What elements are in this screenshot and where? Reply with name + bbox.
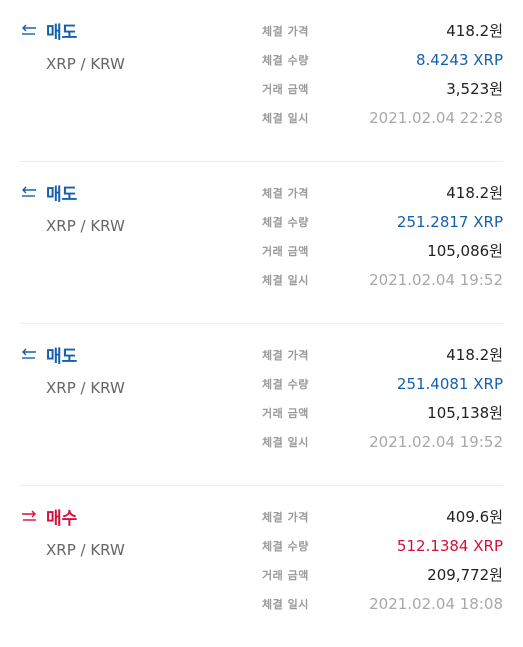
amount-value: 105,138원 bbox=[427, 404, 503, 422]
quantity-label: 체결 수량 bbox=[262, 215, 309, 229]
trade-summary: 매수 XRP / KRW bbox=[20, 504, 125, 559]
price-value: 418.2원 bbox=[446, 184, 503, 202]
amount-value: 105,086원 bbox=[427, 242, 503, 260]
swap-right-arrow-icon bbox=[22, 510, 36, 521]
quantity-value: 512.1384 XRP bbox=[396, 536, 503, 555]
trade-details: 체결 가격 418.2원 체결 수량 251.2817 XRP 거래 금액 10… bbox=[262, 178, 503, 294]
quantity-label: 체결 수량 bbox=[262, 539, 309, 553]
trade-item[interactable]: 매도 XRP / KRW 체결 가격 418.2원 체결 수량 251.2817… bbox=[20, 162, 503, 324]
time-row: 체결 일시 2021.02.04 18:08 bbox=[262, 589, 503, 618]
amount-label: 거래 금액 bbox=[262, 406, 309, 420]
swap-left-arrow-icon bbox=[22, 186, 36, 197]
trade-item[interactable]: 매수 XRP / KRW 체결 가격 409.6원 체결 수량 512.1384… bbox=[20, 486, 503, 647]
trade-summary: 매도 XRP / KRW bbox=[20, 180, 125, 235]
quantity-row: 체결 수량 251.4081 XRP bbox=[262, 369, 503, 398]
amount-row: 거래 금액 3,523원 bbox=[262, 74, 503, 103]
time-label: 체결 일시 bbox=[262, 435, 309, 449]
trade-side: 매수 bbox=[46, 509, 78, 529]
trade-details: 체결 가격 418.2원 체결 수량 251.4081 XRP 거래 금액 10… bbox=[262, 340, 503, 456]
time-value: 2021.02.04 19:52 bbox=[369, 432, 503, 451]
quantity-row: 체결 수량 8.4243 XRP bbox=[262, 45, 503, 74]
time-label: 체결 일시 bbox=[262, 273, 309, 287]
price-row: 체결 가격 409.6원 bbox=[262, 502, 503, 531]
trade-item[interactable]: 매도 XRP / KRW 체결 가격 418.2원 체결 수량 251.4081… bbox=[20, 324, 503, 486]
price-label: 체결 가격 bbox=[262, 510, 309, 524]
price-label: 체결 가격 bbox=[262, 348, 309, 362]
price-label: 체결 가격 bbox=[262, 186, 309, 200]
trade-item[interactable]: 매도 XRP / KRW 체결 가격 418.2원 체결 수량 8.4243 X… bbox=[20, 0, 503, 162]
quantity-value: 8.4243 XRP bbox=[416, 50, 503, 69]
quantity-label: 체결 수량 bbox=[262, 377, 309, 391]
quantity-label: 체결 수량 bbox=[262, 53, 309, 67]
price-label: 체결 가격 bbox=[262, 24, 309, 38]
quantity-row: 체결 수량 251.2817 XRP bbox=[262, 207, 503, 236]
trade-summary: 매도 XRP / KRW bbox=[20, 342, 125, 397]
amount-row: 거래 금액 105,086원 bbox=[262, 236, 503, 265]
amount-row: 거래 금액 209,772원 bbox=[262, 560, 503, 589]
price-value: 418.2원 bbox=[446, 346, 503, 364]
price-value: 418.2원 bbox=[446, 22, 503, 40]
price-row: 체결 가격 418.2원 bbox=[262, 16, 503, 45]
swap-left-arrow-icon bbox=[22, 24, 36, 35]
trade-pair: XRP / KRW bbox=[46, 379, 125, 397]
amount-value: 3,523원 bbox=[446, 80, 503, 98]
amount-label: 거래 금액 bbox=[262, 568, 309, 582]
time-label: 체결 일시 bbox=[262, 111, 309, 125]
price-value: 409.6원 bbox=[446, 508, 503, 526]
trade-details: 체결 가격 409.6원 체결 수량 512.1384 XRP 거래 금액 20… bbox=[262, 502, 503, 618]
time-row: 체결 일시 2021.02.04 22:28 bbox=[262, 103, 503, 132]
time-value: 2021.02.04 19:52 bbox=[369, 270, 503, 289]
time-row: 체결 일시 2021.02.04 19:52 bbox=[262, 427, 503, 456]
quantity-value: 251.2817 XRP bbox=[396, 212, 503, 231]
swap-left-arrow-icon bbox=[22, 348, 36, 359]
amount-label: 거래 금액 bbox=[262, 82, 309, 96]
trade-side: 매도 bbox=[46, 185, 78, 205]
trade-pair: XRP / KRW bbox=[46, 55, 125, 73]
trade-pair: XRP / KRW bbox=[46, 217, 125, 235]
amount-value: 209,772원 bbox=[427, 566, 503, 584]
trade-side: 매도 bbox=[46, 347, 78, 367]
price-row: 체결 가격 418.2원 bbox=[262, 178, 503, 207]
quantity-row: 체결 수량 512.1384 XRP bbox=[262, 531, 503, 560]
amount-row: 거래 금액 105,138원 bbox=[262, 398, 503, 427]
trade-details: 체결 가격 418.2원 체결 수량 8.4243 XRP 거래 금액 3,52… bbox=[262, 16, 503, 132]
quantity-value: 251.4081 XRP bbox=[396, 374, 503, 393]
time-row: 체결 일시 2021.02.04 19:52 bbox=[262, 265, 503, 294]
price-row: 체결 가격 418.2원 bbox=[262, 340, 503, 369]
trade-side: 매도 bbox=[46, 23, 78, 43]
time-value: 2021.02.04 18:08 bbox=[369, 594, 503, 613]
time-value: 2021.02.04 22:28 bbox=[369, 108, 503, 127]
time-label: 체결 일시 bbox=[262, 597, 309, 611]
trade-pair: XRP / KRW bbox=[46, 541, 125, 559]
amount-label: 거래 금액 bbox=[262, 244, 309, 258]
trade-summary: 매도 XRP / KRW bbox=[20, 18, 125, 73]
